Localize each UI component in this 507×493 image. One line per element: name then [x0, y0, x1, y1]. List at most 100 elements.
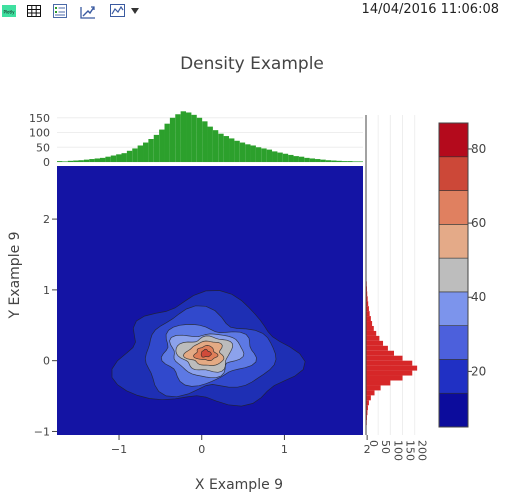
top-hist-bar	[67, 160, 74, 162]
top-hist-bar	[148, 139, 154, 162]
top-hist-bar	[320, 159, 326, 162]
top-hist-bar	[234, 140, 240, 162]
top-hist-bar	[121, 153, 127, 162]
right-hist-bar	[366, 335, 380, 341]
top-hist-bar	[341, 161, 348, 162]
top-hist-bar	[255, 147, 262, 162]
top-hist-bar	[159, 129, 165, 162]
top-hist-bar	[169, 117, 176, 162]
colorbar-border	[438, 122, 469, 428]
main-axis-ticks: −1 −1 0 0 1 1 2 2	[34, 213, 371, 456]
top-hist-bar	[336, 160, 342, 162]
top-hist-bar	[89, 159, 95, 162]
top-hist-bar	[153, 134, 160, 162]
x-tick-label: 2	[364, 443, 371, 456]
right-hist-bar	[366, 370, 413, 376]
top-hist-bar	[116, 154, 122, 162]
top-hist-bar	[110, 155, 117, 162]
top-hist-bar	[73, 160, 79, 162]
top-hist-bar	[298, 156, 305, 162]
top-hist-bar	[223, 136, 230, 162]
colorbar-segment	[438, 325, 469, 360]
colorbar-segment	[438, 156, 469, 191]
x-tick-label: −1	[111, 443, 127, 456]
top-hist-bar	[186, 112, 192, 162]
top-hist-bar	[83, 159, 90, 162]
right-hist-tick-label: 200	[416, 440, 429, 461]
top-hist-tick-label: 150	[29, 112, 50, 125]
top-hist-bar	[331, 160, 337, 162]
right-hist-bar	[366, 360, 413, 366]
top-hist-bar	[105, 156, 111, 162]
logo-icon[interactable]: Plotly	[2, 3, 16, 19]
top-hist-bar	[164, 123, 170, 162]
top-hist-bar	[229, 138, 235, 162]
top-hist-bar	[325, 160, 332, 162]
contour-plot[interactable]	[57, 166, 363, 435]
top-hist-bar	[245, 144, 251, 162]
top-hist-bar	[315, 159, 321, 162]
right-hist-bar	[366, 385, 381, 391]
colorbar-segment	[438, 224, 469, 259]
x-tick-label: 0	[198, 443, 205, 456]
top-hist-bar	[261, 148, 267, 162]
right-hist-bar	[366, 395, 371, 401]
right-hist-tick-label: 0	[367, 440, 380, 447]
right-hist-bar	[366, 325, 374, 331]
top-hist-bar	[191, 114, 197, 162]
y-tick-label: 2	[43, 213, 50, 226]
right-hist-bar	[366, 400, 369, 406]
right-histogram-ticks: 0 50 100 150 200	[367, 440, 429, 461]
top-hist-tick-label: 50	[36, 141, 50, 154]
colorbar-tick-label: 20	[471, 364, 486, 378]
colorbar-segment	[438, 122, 469, 158]
top-hist-bar	[293, 156, 299, 162]
colorbar-segment	[438, 190, 469, 225]
chart-icon[interactable]	[109, 3, 125, 19]
logo-text: Plotly	[3, 10, 15, 15]
right-hist-bar	[366, 316, 371, 322]
right-histogram	[365, 115, 418, 435]
table-icon[interactable]	[26, 3, 42, 19]
toolbar: Plotly 14/04/2016 11:06:08	[0, 0, 507, 24]
right-hist-bar	[366, 296, 368, 302]
y-tick-label: 0	[43, 355, 50, 368]
x-axis-title: X Example 9	[195, 477, 283, 493]
top-hist-bar	[277, 152, 283, 162]
dropdown-arrow-icon[interactable]	[130, 3, 140, 19]
colorbar: 20 40 60 80	[438, 122, 486, 428]
top-hist-tick-label: 100	[29, 127, 50, 140]
right-hist-bar	[366, 365, 418, 371]
top-hist-bar	[250, 145, 256, 162]
top-hist-bar	[94, 158, 101, 162]
right-hist-bar	[366, 405, 368, 411]
top-hist-bar	[272, 151, 278, 162]
colorbar-segment	[438, 359, 469, 394]
top-hist-bar	[352, 161, 359, 162]
right-hist-bar	[366, 311, 370, 317]
top-hist-bar	[57, 161, 63, 162]
colorbar-segment	[438, 257, 469, 293]
top-hist-bar	[207, 126, 213, 162]
right-hist-bar	[366, 410, 368, 416]
contour-level	[200, 348, 212, 358]
right-hist-bar	[366, 330, 377, 336]
y-tick-label: −1	[34, 425, 50, 438]
right-hist-bar	[366, 345, 388, 351]
right-hist-bar	[366, 321, 373, 326]
top-hist-bar	[239, 142, 246, 162]
right-hist-tick-label: 150	[404, 440, 417, 461]
list-icon[interactable]	[52, 3, 68, 19]
top-hist-bar	[202, 121, 208, 162]
top-hist-bar	[132, 148, 138, 162]
right-hist-bar	[366, 390, 375, 396]
top-hist-bar	[100, 157, 106, 162]
top-hist-bar	[347, 161, 353, 162]
colorbar-segment	[438, 392, 469, 428]
top-hist-bar	[180, 111, 187, 162]
colorbar-segment	[438, 291, 469, 326]
colorbar-tick-label: 80	[471, 142, 486, 156]
export-icon[interactable]	[79, 3, 97, 19]
timestamp: 14/04/2016 11:06:08	[361, 2, 499, 17]
